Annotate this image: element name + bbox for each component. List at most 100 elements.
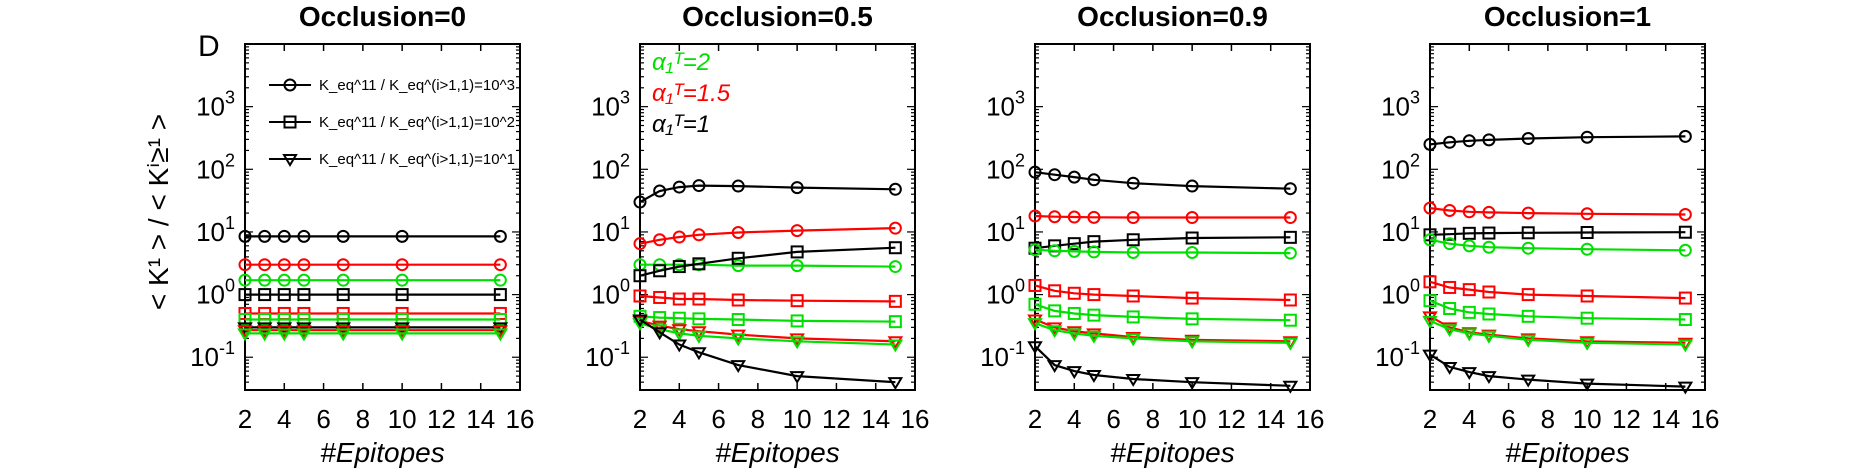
data-point [395,273,409,287]
data-point [672,311,686,325]
x-tick-label: 4 [1462,404,1476,434]
data-point [297,229,311,243]
data-point [790,181,804,195]
x-tick-label: 16 [901,404,930,434]
data-point [1482,307,1496,321]
series-line [639,318,896,384]
y-tick-label: 100 [196,276,235,310]
data-point [277,229,291,243]
series-line [1034,318,1291,343]
x-tick-label: 12 [427,404,456,434]
data-point [1126,289,1140,303]
series-line [1429,353,1686,388]
y-tick-label: 100 [591,276,630,310]
data-point [731,313,745,327]
legend-text: K_eq^11 / K_eq^(i>1,1)=10^2 [319,114,515,131]
x-tick-label: 12 [1217,404,1246,434]
data-point [1462,226,1476,240]
data-point [633,195,647,209]
data-point [1580,242,1594,256]
data-point [1678,313,1692,327]
data-point [395,288,409,302]
data-point [888,260,902,274]
data-point [692,292,706,306]
data-point [1443,203,1457,217]
x-tick-label: 16 [1296,404,1325,434]
data-point [672,180,686,194]
y-tick-label: 103 [986,88,1025,122]
series-line [1034,171,1291,190]
data-point [1580,289,1594,303]
data-point [887,377,904,391]
legend-color-text: α₁ᵀ=1.5 [652,80,731,107]
chart-panel-1: Occlusion=0.5 2 4 6 8 10 12 14 16 #Epitopes 10-1 10… [585,1,929,468]
data-point [790,224,804,238]
data-point [256,328,273,342]
legend-text: K_eq^11 / K_eq^(i>1,1)=10^3 [319,77,515,94]
chart-title: Occlusion=0.5 [682,1,873,32]
legend-color-text: α₁ᵀ=2 [652,49,710,76]
series-line [639,294,896,303]
chart-panel-2: Occlusion=0.9 2 4 6 8 10 12 14 16 #Epitopes 10-1 10… [980,1,1324,468]
data-point [672,260,686,274]
data-point [335,325,351,339]
data-point [1067,170,1081,184]
data-point [1067,210,1081,224]
data-point [1461,367,1478,381]
data-point [653,311,667,325]
x-tick-label: 16 [1691,404,1720,434]
data-point [790,314,804,328]
data-point [394,322,410,336]
data-point [1678,243,1692,257]
data-point [651,327,668,341]
data-point [256,325,273,339]
data-point [731,225,745,239]
data-point [1066,366,1083,380]
data-point [888,182,902,196]
x-tick-label: 4 [1067,404,1081,434]
series-line [639,227,896,245]
data-point [1462,305,1476,319]
chart-panel-0: Occlusion=0 2 4 6 8 10 12 14 16 #Epitopes 10-1 100 1… [190,1,534,468]
data-point [730,333,746,347]
data-point [789,336,805,350]
plot-frame [639,43,916,391]
data-point [276,325,293,339]
data-point [238,313,252,327]
y-tick-label: 101 [986,213,1025,247]
x-tick-label: 6 [711,404,725,434]
data-point [1283,182,1297,196]
series-line [1034,284,1291,302]
data-point [1027,341,1043,355]
data-point [336,313,350,327]
data-point [1048,210,1062,224]
data-point [258,313,272,327]
data-point [1580,311,1594,325]
data-point [888,221,902,235]
data-point [1067,237,1081,251]
data-point [238,288,252,302]
data-point [1482,240,1496,254]
y-tick-label: 102 [986,150,1025,184]
data-point [887,339,904,353]
x-tick-label: 10 [388,404,417,434]
data-point [238,273,252,287]
data-point [632,318,648,332]
data-point [277,273,291,287]
data-point [297,288,311,302]
x-tick-label: 4 [277,404,291,434]
series-line [1034,345,1291,387]
data-point [1678,207,1692,221]
data-point [1028,243,1042,257]
data-point [789,371,805,385]
data-point [237,322,253,336]
data-point [493,273,507,287]
data-point [1520,334,1536,348]
data-point [1443,301,1457,315]
data-point [493,288,507,302]
x-axis-label: #Epitopes [320,437,445,468]
series-line [639,246,896,277]
chart-title: Occlusion=0 [299,1,466,32]
data-point [731,293,745,307]
data-point [1443,280,1457,294]
